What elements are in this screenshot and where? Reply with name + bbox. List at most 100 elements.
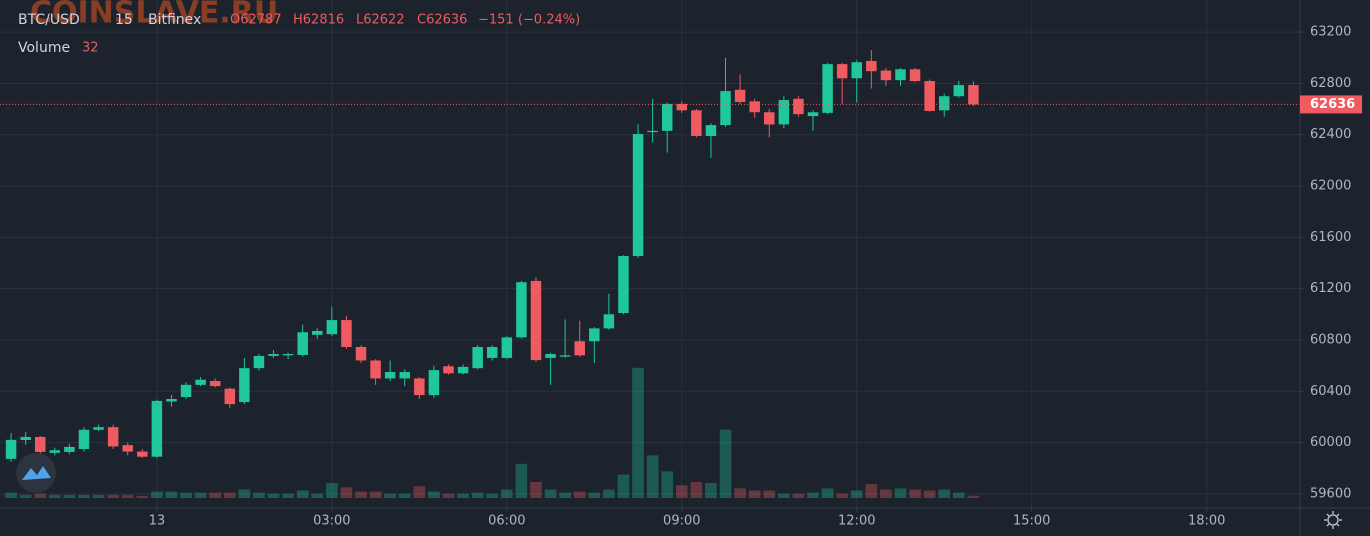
volume-bar <box>194 492 207 498</box>
volume-bar <box>807 492 819 498</box>
candle-body <box>209 381 221 387</box>
candle-body <box>457 366 469 374</box>
candle-body <box>953 85 965 97</box>
volume-bar <box>107 494 119 498</box>
volume-bar <box>238 489 251 498</box>
candle-body <box>341 320 352 348</box>
candle-body <box>472 347 483 369</box>
volume-bar <box>19 494 32 498</box>
y-tick-label: 62800 <box>1310 76 1351 91</box>
candle-body <box>355 347 367 361</box>
volume-bar <box>603 489 615 498</box>
y-tick-label: 60000 <box>1310 435 1351 450</box>
x-tick-label: 13 <box>149 514 166 529</box>
volume-bar <box>355 491 367 498</box>
y-tick-label: 61200 <box>1310 281 1351 296</box>
volume-bar <box>967 495 980 498</box>
volume-bar <box>48 494 61 498</box>
logo <box>16 453 56 493</box>
candle-body <box>530 280 542 361</box>
candle-body <box>34 436 46 452</box>
volume-bar <box>180 492 192 498</box>
volume-bar <box>296 490 309 498</box>
volume-bar <box>515 463 528 498</box>
candle-body <box>253 355 265 369</box>
volume-bar <box>282 493 294 498</box>
volume-bar <box>151 491 163 498</box>
volume-bar <box>748 490 761 498</box>
volume-bar <box>880 489 892 498</box>
volume-value: 32 <box>82 41 99 56</box>
candle-body <box>793 98 804 115</box>
volume-bar <box>705 483 717 498</box>
volume-bar <box>223 492 236 498</box>
y-tick-label: 63200 <box>1310 25 1351 40</box>
candle-body <box>384 372 396 379</box>
volume-bar <box>442 493 455 498</box>
candle-body <box>559 355 571 357</box>
candle-body <box>399 372 411 379</box>
candle-body <box>603 314 615 329</box>
candle-body <box>166 398 177 402</box>
candle-body <box>880 70 892 81</box>
volume-bar <box>136 495 149 498</box>
volume-bar <box>778 493 790 498</box>
candle-body <box>370 360 381 379</box>
volume-bar <box>340 487 353 498</box>
volume-bar <box>690 481 703 498</box>
volume-bar <box>559 492 571 498</box>
x-tick-label: 06:00 <box>488 514 525 529</box>
candle-body <box>49 450 61 453</box>
candle-body <box>851 62 863 79</box>
candle-body <box>807 112 819 117</box>
candle-body <box>589 328 600 342</box>
candle-body <box>20 436 31 441</box>
candle-body <box>705 125 717 136</box>
volume-bar <box>894 488 907 498</box>
candle-body <box>282 354 294 356</box>
y-tick-label: 60800 <box>1310 332 1351 347</box>
gear-teeth[interactable] <box>1324 511 1342 529</box>
candle-body <box>297 332 308 355</box>
change-label: −151 (−0.24%) <box>478 13 580 28</box>
volume-bar <box>209 492 222 498</box>
candle-body <box>516 282 527 338</box>
y-tick-label: 62000 <box>1310 179 1351 194</box>
candle-body <box>938 96 950 111</box>
volume-bar <box>938 489 951 498</box>
volume-bar <box>486 493 499 498</box>
volume-bar <box>675 485 688 498</box>
candle-body <box>822 64 833 113</box>
volume-bar <box>865 484 878 498</box>
volume-title: Volume <box>18 40 70 56</box>
volume-bar <box>792 493 805 498</box>
volume-bar <box>850 490 863 498</box>
candle-body <box>720 91 731 126</box>
candle-body <box>647 130 658 133</box>
legend-header: BTC/USD 15 Bitfinex O62787 H62816 L62622… <box>18 12 580 56</box>
candle-body <box>428 370 440 396</box>
gear[interactable] <box>1327 514 1339 526</box>
volume-bar <box>836 493 849 498</box>
candle-body <box>180 384 192 398</box>
volume-bar <box>121 494 134 498</box>
volume-bar <box>311 493 324 498</box>
logo-mark <box>22 466 51 480</box>
volume-bar <box>413 486 426 498</box>
settings-icon[interactable] <box>1324 511 1342 529</box>
candle-body <box>122 445 133 452</box>
volume-bar <box>763 490 776 498</box>
volume-bar <box>471 492 484 498</box>
volume-bar <box>500 489 513 498</box>
candle-body <box>778 100 790 125</box>
volume-bar <box>92 494 105 498</box>
candle-body <box>312 330 323 335</box>
candle-body <box>443 366 454 374</box>
candle-body <box>734 89 746 102</box>
candle-body <box>486 347 498 358</box>
y-tick-label: 61600 <box>1310 230 1351 245</box>
candle-body <box>151 400 163 457</box>
volume-bar <box>267 493 280 498</box>
